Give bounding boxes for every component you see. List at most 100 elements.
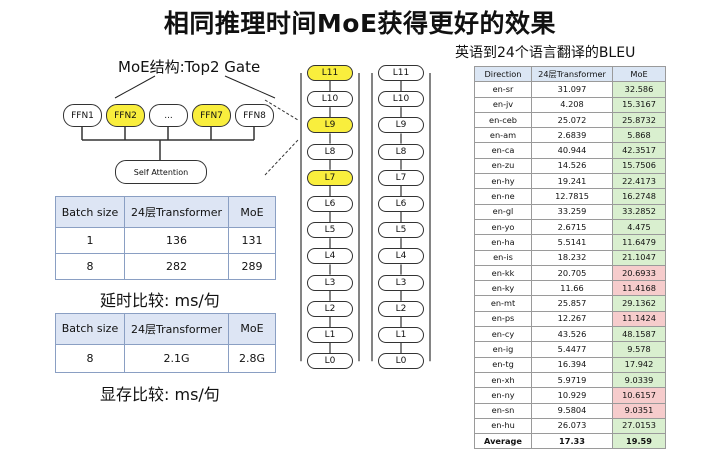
transformer-cell: 17.33 — [531, 433, 613, 449]
table-row: en-ps 12.267 11.1424 — [474, 310, 666, 328]
moe-cell: 5.868 — [612, 127, 666, 144]
layer-label: L8 — [324, 146, 336, 157]
ffn-node-ellipsis: ... — [149, 104, 188, 127]
ffn-label: FFN7 — [200, 110, 223, 121]
moe-cell: 17.942 — [612, 356, 666, 373]
transformer-cell: 14.526 — [531, 157, 613, 175]
transformer-cell: 12.267 — [531, 310, 613, 328]
right-layer-l4: L4 — [378, 248, 424, 265]
layer-label: L5 — [395, 225, 407, 236]
moe-cell: 32.586 — [612, 81, 666, 98]
right-layer-l11: L11 — [378, 65, 424, 81]
col-header: 24层Transformer — [124, 195, 229, 229]
layer-label: L11 — [321, 68, 339, 78]
moe-cell: 9.0351 — [612, 402, 666, 419]
layer-label: L2 — [324, 303, 336, 314]
moe-cell: 20.6933 — [612, 264, 666, 282]
transformer-cell: 11.66 — [531, 280, 613, 297]
ffn-label: ... — [164, 110, 173, 121]
direction-cell: en-ny — [474, 387, 532, 404]
layer-label: L3 — [395, 277, 407, 288]
left-layer-l2: L2 — [307, 300, 353, 317]
table-row: en-yo 2.6715 4.475 — [474, 218, 666, 236]
moe-cell: 15.7506 — [612, 157, 666, 175]
table-row: en-ky 11.66 11.4168 — [474, 280, 666, 297]
layer-label: L5 — [324, 225, 336, 236]
direction-cell: en-ky — [474, 280, 532, 297]
right-layer-l3: L3 — [378, 274, 424, 291]
table-row: en-cy 43.526 48.1587 — [474, 326, 666, 343]
transformer-cell: 4.208 — [531, 96, 613, 113]
moe-cell: 11.6479 — [612, 234, 666, 251]
direction-cell: en-zu — [474, 157, 532, 175]
left-layer-l0: L0 — [307, 353, 353, 370]
ffn-node-8: FFN8 — [235, 104, 274, 127]
latency-table: Batch size 24层Transformer MoE 1 136 131 … — [55, 195, 276, 280]
direction-cell: en-kk — [474, 264, 532, 282]
table-row: en-hy 19.241 22.4173 — [474, 173, 666, 190]
transformer-cell: 19.241 — [531, 173, 613, 190]
table-row: en-zu 14.526 15.7506 — [474, 157, 666, 175]
moe-cell: 11.4168 — [612, 280, 666, 297]
table-row: en-sn 9.5804 9.0351 — [474, 402, 666, 419]
ffn-node-1: FFN1 — [63, 104, 102, 127]
moe-cell: 25.8732 — [612, 111, 666, 129]
moe-cell: 48.1587 — [612, 326, 666, 343]
moe-cell: 29.1362 — [612, 295, 666, 312]
table-row: en-sr 31.097 32.586 — [474, 81, 666, 98]
table-cell: 282 — [124, 253, 229, 280]
transformer-cell: 5.4477 — [531, 341, 613, 358]
direction-cell: en-gl — [474, 203, 532, 220]
layer-label: L11 — [392, 68, 410, 78]
direction-cell: en-hu — [474, 417, 532, 435]
left-layer-l10: L10 — [307, 91, 353, 108]
self-attention-node: Self Attention — [115, 160, 207, 184]
transformer-cell: 26.073 — [531, 417, 613, 435]
layer-label: L2 — [395, 303, 407, 314]
transformer-cell: 18.232 — [531, 249, 613, 266]
layer-label: L7 — [395, 172, 407, 183]
table-row: en-ig 5.4477 9.578 — [474, 341, 666, 358]
table-cell: 1 — [55, 227, 125, 255]
moe-cell: 9.0339 — [612, 371, 666, 389]
transformer-cell: 33.259 — [531, 203, 613, 220]
direction-cell: en-ca — [474, 142, 532, 159]
table-row: en-ca 40.944 42.3517 — [474, 142, 666, 159]
table-cell: 136 — [124, 227, 229, 255]
layer-label: L4 — [324, 251, 336, 262]
moe-cell: 27.0153 — [612, 417, 666, 435]
layer-label: L3 — [324, 277, 336, 288]
table-row: en-hu 26.073 27.0153 — [474, 417, 666, 435]
col-header: MoE — [228, 313, 276, 345]
transformer-cell: 10.929 — [531, 387, 613, 404]
left-layer-l6: L6 — [307, 196, 353, 212]
layer-label: L6 — [395, 199, 407, 209]
table-cell: 131 — [228, 227, 276, 255]
layer-label: L7 — [324, 172, 336, 183]
left-layer-l3: L3 — [307, 274, 353, 291]
latency-caption: 延时比较: ms/句 — [100, 291, 220, 310]
table-row: en-am 2.6839 5.868 — [474, 127, 666, 144]
table-row: en-mt 25.857 29.1362 — [474, 295, 666, 312]
right-layer-l8: L8 — [378, 143, 424, 160]
table-row: en-xh 5.9719 9.0339 — [474, 371, 666, 389]
right-layer-l5: L5 — [378, 222, 424, 239]
table-cell: 2.1G — [124, 343, 229, 374]
table-row: 1 136 131 — [55, 227, 276, 255]
layer-label: L1 — [324, 330, 336, 340]
right-layer-l7: L7 — [378, 169, 424, 186]
table-cell: 8 — [55, 253, 125, 280]
direction-cell: en-ceb — [474, 111, 532, 129]
table-cell: 2.8G — [228, 343, 276, 374]
direction-cell: en-ne — [474, 188, 532, 205]
left-layer-l8: L8 — [307, 143, 353, 160]
memory-table: Batch size 24层Transformer MoE 8 2.1G 2.8… — [55, 313, 276, 374]
right-layer-l10: L10 — [378, 91, 424, 108]
right-layer-l9: L9 — [378, 117, 424, 134]
direction-cell: en-jv — [474, 96, 532, 113]
left-layer-l7: L7 — [307, 169, 353, 186]
layer-label: L10 — [321, 94, 339, 105]
direction-cell: en-xh — [474, 371, 532, 389]
left-layer-l1: L1 — [307, 327, 353, 343]
table-row: en-kk 20.705 20.6933 — [474, 264, 666, 282]
